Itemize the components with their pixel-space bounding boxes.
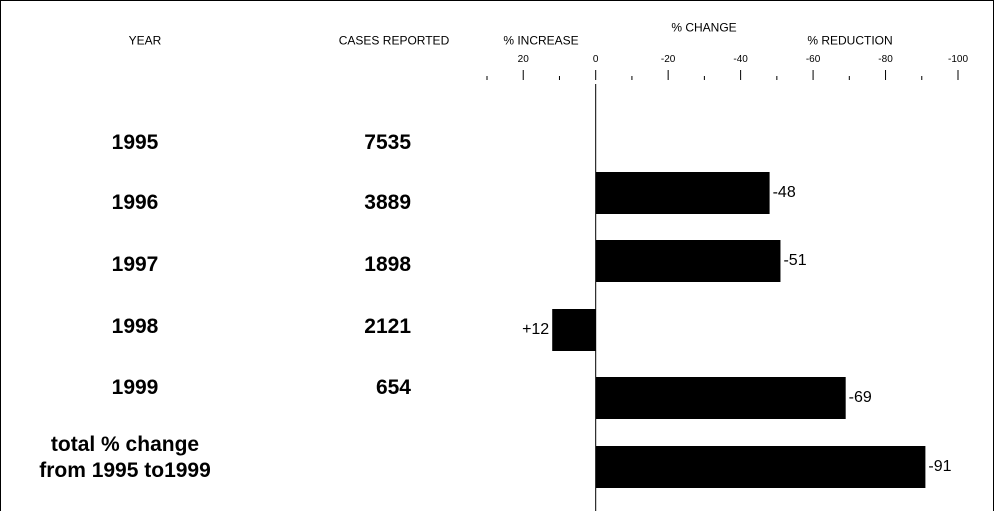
reduction-label: % REDUCTION (807, 33, 893, 48)
year-label: 1996 (111, 190, 159, 214)
x-tick-label: -100 (947, 53, 969, 65)
value-label: -51 (783, 252, 807, 269)
year-header: YEAR (128, 33, 162, 48)
x-tick-label: -40 (733, 53, 748, 65)
year-label: 1997 (111, 252, 159, 276)
axis-title: % CHANGE (671, 20, 737, 35)
increase-label: % INCREASE (503, 33, 579, 48)
bar (595, 172, 770, 214)
x-tick-label: -20 (660, 53, 676, 65)
value-label: -48 (772, 184, 796, 201)
cases-value: 2121 (364, 314, 411, 338)
cases-header: CASES REPORTED (338, 33, 450, 48)
year-label: 1998 (111, 314, 159, 338)
x-tick-label: -60 (805, 53, 821, 65)
year-label: total % change from 1995 to1999 (39, 432, 211, 482)
bar (595, 446, 926, 488)
cases-value: 654 (375, 375, 411, 399)
bar (595, 377, 846, 419)
value-label: +12 (522, 321, 550, 338)
cases-value: 7535 (364, 130, 411, 154)
bar (595, 240, 781, 282)
x-tick-label: 20 (517, 53, 529, 65)
x-tick-label: -80 (878, 53, 893, 65)
x-tick-label: 0 (592, 53, 599, 65)
bar (552, 309, 596, 351)
value-label: -91 (928, 458, 952, 475)
value-label: -69 (848, 389, 872, 406)
cases-value: 3889 (364, 190, 411, 214)
cases-value: 1898 (364, 252, 411, 276)
year-label: 1999 (111, 375, 159, 399)
year-label: 1995 (111, 130, 159, 154)
